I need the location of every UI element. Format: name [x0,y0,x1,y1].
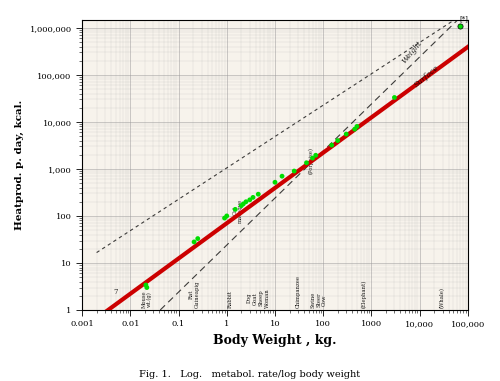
Text: (Elephant): (Elephant) [362,280,366,308]
Text: Dog
Goat
Sheep
Woman: Dog Goat Sheep Woman [247,288,270,308]
Text: Surface: Surface [412,64,440,89]
Text: Rabbit: Rabbit [228,290,233,308]
Point [328,142,336,148]
Point [232,206,239,212]
Point [308,155,316,161]
Text: Swine
Steer
Cow: Swine Steer Cow [310,292,327,308]
Point [290,168,298,174]
Point [456,23,464,29]
Point [334,138,342,144]
Text: Fig. 1.   Log.   metabol. rate/log body weight: Fig. 1. Log. metabol. rate/log body weig… [140,370,360,379]
Text: Cat
macaque: Cat macaque [232,199,243,223]
Point [350,126,358,132]
Point [240,201,248,207]
Point [143,285,151,291]
Point [220,215,228,221]
X-axis label: Body Weight , kg.: Body Weight , kg. [213,334,336,347]
Point [254,191,262,197]
Text: [*]: [*] [460,15,468,23]
Point [242,199,250,205]
Y-axis label: Heatprod. p. day, kcal.: Heatprod. p. day, kcal. [15,100,24,230]
Text: (Whale): (Whale) [440,287,445,308]
Point [190,239,198,245]
Text: Chimpanzee: Chimpanzee [296,275,300,308]
Point [249,194,257,200]
Point [302,160,310,166]
Point [278,173,286,179]
Text: Mouse
wt.(g): Mouse wt.(g) [142,290,152,308]
Text: Rat
Guineapig: Rat Guineapig [188,280,200,308]
Point [342,131,350,137]
Text: 7: 7 [114,288,118,296]
Point [312,152,320,158]
Point [194,235,202,242]
Point [353,123,361,130]
Point [238,203,246,209]
Point [271,179,279,185]
Point [390,94,398,101]
Point [142,282,150,288]
Text: Weight: Weight [400,39,424,65]
Point [223,213,231,219]
Text: (Porpoise): (Porpoise) [308,147,314,174]
Point [246,197,254,203]
